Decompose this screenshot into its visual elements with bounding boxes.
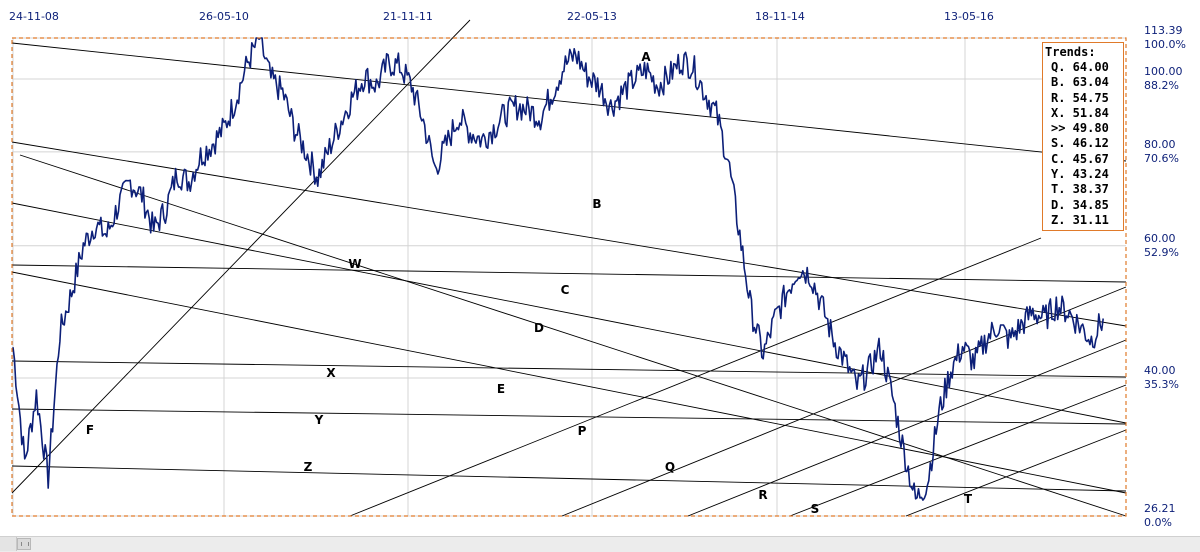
trend-label-t: T bbox=[964, 492, 973, 506]
trend-label-p: P bbox=[578, 424, 587, 438]
date-tick-label: 24-11-08 bbox=[9, 10, 59, 23]
trend-line-6 bbox=[11, 408, 1127, 425]
trend-line-5 bbox=[11, 360, 1127, 378]
trend-row: B. 63.04 bbox=[1051, 75, 1109, 90]
trend-label-q: Q bbox=[665, 460, 675, 474]
pct-tick-label: 0.0% bbox=[1144, 516, 1172, 529]
price-tick-label: 113.39 bbox=[1144, 24, 1183, 37]
trend-row: >> 49.80 bbox=[1051, 121, 1109, 136]
price-tick-label: 100.00 bbox=[1144, 65, 1183, 78]
trend-label-w: W bbox=[348, 257, 361, 271]
price-chart: A B W C D X E Y Z F P Q R S T bbox=[11, 19, 1127, 517]
trend-line-9 bbox=[349, 237, 1042, 517]
grip-icon bbox=[21, 542, 29, 546]
date-tick-label: 21-11-11 bbox=[383, 10, 433, 23]
trend-label-e: E bbox=[497, 382, 505, 396]
trend-label-s: S bbox=[811, 502, 820, 516]
trend-line-14 bbox=[19, 154, 1127, 517]
trend-line-10 bbox=[561, 286, 1127, 517]
trend-line-3 bbox=[11, 264, 1127, 283]
trend-line-8 bbox=[11, 19, 471, 494]
pct-tick-label: 52.9% bbox=[1144, 245, 1179, 259]
trend-line-4 bbox=[11, 271, 1127, 494]
trend-row: D. 34.85 bbox=[1051, 197, 1109, 212]
price-tick-label: 26.21 bbox=[1144, 502, 1176, 515]
trends-title: Trends: bbox=[1045, 45, 1096, 59]
trend-line-1 bbox=[11, 141, 1127, 327]
pct-tick-label: 70.6% bbox=[1144, 151, 1179, 165]
horizontal-scrollbar[interactable] bbox=[0, 536, 1200, 552]
plot-border bbox=[11, 37, 1127, 517]
trend-label-x: X bbox=[326, 366, 336, 380]
trend-row: C. 45.67 bbox=[1051, 151, 1109, 166]
pct-tick-label: 88.2% bbox=[1144, 79, 1179, 92]
date-tick-label: 26-05-10 bbox=[199, 10, 249, 23]
trend-row: S. 46.12 bbox=[1051, 136, 1109, 151]
price-tick-label: 80.00 bbox=[1144, 137, 1176, 151]
trend-row: Z. 31.11 bbox=[1051, 212, 1109, 227]
trend-line-11 bbox=[687, 339, 1127, 517]
trend-line-13 bbox=[905, 429, 1127, 517]
trend-line-0 bbox=[11, 42, 1127, 162]
trend-label-a: A bbox=[641, 50, 651, 64]
trend-label-f: F bbox=[86, 423, 94, 437]
trend-line-2 bbox=[11, 202, 1127, 424]
trend-line-12 bbox=[789, 384, 1127, 517]
trend-letter-labels: A B W C D X E Y Z F P Q R S T bbox=[86, 50, 973, 516]
date-tick-label: 13-05-16 bbox=[944, 10, 994, 23]
trend-rows: Q. 64.00 B. 63.04 R. 54.75 X. 51.84 >> 49.80… bbox=[1043, 60, 1123, 228]
trend-row: T. 38.37 bbox=[1051, 182, 1109, 197]
trend-label-d: D bbox=[534, 321, 544, 335]
price-tick-label: 60.00 bbox=[1144, 231, 1176, 245]
trends-panel: Trends: Q. 64.00 B. 63.04 R. 54.75 X. 51.84… bbox=[1042, 42, 1124, 232]
price-series bbox=[12, 37, 1104, 501]
trend-label-r: R bbox=[758, 488, 767, 502]
trend-row: Q. 64.00 bbox=[1051, 60, 1109, 74]
trend-label-z: Z bbox=[304, 460, 313, 474]
price-line bbox=[12, 37, 1104, 501]
trend-label-c: C bbox=[561, 283, 570, 297]
date-tick-label: 18-11-14 bbox=[755, 10, 805, 23]
grid-lines bbox=[12, 37, 1126, 517]
pct-tick-label: 35.3% bbox=[1144, 378, 1179, 392]
trend-line-7 bbox=[11, 465, 1127, 492]
pct-tick-label: 100.0% bbox=[1144, 38, 1186, 51]
trend-lines bbox=[11, 19, 1127, 517]
trend-row: X. 51.84 bbox=[1051, 105, 1109, 120]
price-tick-label: 40.00 bbox=[1144, 364, 1176, 378]
trend-label-y: Y bbox=[314, 413, 324, 427]
date-tick-label: 22-05-13 bbox=[567, 10, 617, 23]
scroll-thumb[interactable] bbox=[17, 538, 31, 550]
trend-row: R. 54.75 bbox=[1051, 90, 1109, 105]
scroll-left-button[interactable] bbox=[0, 537, 17, 551]
trend-row: Y. 43.24 bbox=[1051, 167, 1109, 182]
trend-label-b: B bbox=[592, 197, 601, 211]
